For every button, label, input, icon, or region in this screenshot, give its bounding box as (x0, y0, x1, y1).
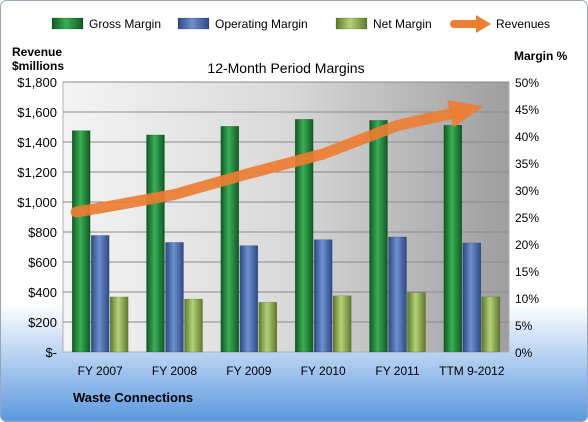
net-margin-bar (407, 292, 426, 353)
right-tick-label: 30% (515, 184, 539, 198)
gross-margin-bar (146, 134, 165, 353)
left-tick-label: $1,400 (17, 135, 57, 150)
category-label: FY 2008 (152, 364, 197, 378)
right-tick-label: 25% (515, 211, 539, 225)
legend-gross-margin-swatch (51, 17, 84, 30)
plot-area (62, 81, 510, 353)
left-tick-label: $1,000 (17, 195, 57, 210)
operating-margin-bar (462, 242, 482, 353)
category-label: TTM 9-2012 (439, 364, 505, 378)
gross-margin-bar (443, 124, 463, 353)
left-tick-label: $- (45, 345, 57, 360)
gross-margin-bar (220, 126, 240, 353)
left-tick-label: $200 (28, 315, 57, 330)
gridlines (63, 81, 509, 323)
legend-revenues-label: Revenues (496, 17, 550, 31)
left-tick-label: $800 (28, 225, 57, 240)
right-tick-label: 0% (515, 346, 533, 360)
right-tick-label: 50% (515, 76, 539, 90)
operating-margin-bar (239, 245, 259, 353)
operating-margin-bar (165, 242, 184, 353)
legend-revenues-arrow (476, 15, 491, 33)
category-label: FY 2010 (301, 364, 346, 378)
net-margin-bar (481, 296, 501, 353)
left-tick-label: $400 (28, 285, 57, 300)
operating-margin-bar (313, 239, 333, 353)
right-tick-label: 45% (515, 103, 539, 117)
right-axis-title: Margin % (514, 49, 568, 63)
left-axis-title-line1: Revenue (12, 45, 62, 59)
gross-margin-bar (369, 120, 388, 353)
legend-operating-margin-label: Operating Margin (215, 17, 308, 31)
revenues-arrowhead (447, 100, 484, 128)
category-label: FY 2007 (78, 364, 123, 378)
right-tick-label: 40% (515, 130, 539, 144)
right-tick-label: 15% (515, 265, 539, 279)
left-axis-ticks: $- $200 $400 $600 $800 $1,000 $1,200 $1,400 $1,6… (17, 75, 57, 360)
operating-margin-bar (388, 236, 407, 353)
right-tick-label: 35% (515, 157, 539, 171)
right-axis-ticks: 0% 5% 10% 15% 20% 25% 30% 35% 40% 45% 50% (515, 76, 539, 360)
left-tick-label: $1,800 (17, 75, 57, 90)
revenues-line (70, 106, 464, 218)
net-margin-bar (109, 296, 129, 353)
legend-gross-margin-label: Gross Margin (89, 17, 161, 31)
net-margin-bar (184, 298, 203, 353)
net-margin-bar (332, 295, 352, 353)
left-tick-label: $1,200 (17, 165, 57, 180)
category-axis: FY 2007 FY 2008 FY 2009 FY 2010 FY 2011 TTM 9… (78, 364, 505, 378)
legend-operating-margin-swatch (177, 17, 210, 30)
left-tick-label: $1,600 (17, 105, 57, 120)
category-label: FY 2011 (375, 364, 420, 378)
left-axis-title-line2: $millions (12, 59, 64, 73)
operating-margin-bar (90, 235, 110, 353)
company-name: Waste Connections (73, 390, 193, 405)
net-margin-bar (258, 302, 278, 353)
legend: Gross Margin Operating Margin Net Margin Re… (51, 15, 550, 33)
legend-net-margin-label: Net Margin (373, 17, 432, 31)
gross-margin-bar (71, 130, 91, 353)
revenue-layer (70, 100, 484, 218)
category-label: FY 2009 (226, 364, 271, 378)
gross-margin-bar (294, 119, 314, 353)
right-tick-label: 10% (515, 292, 539, 306)
right-tick-label: 20% (515, 238, 539, 252)
legend-net-margin-swatch (335, 17, 368, 30)
left-tick-label: $600 (28, 255, 57, 270)
right-tick-label: 5% (515, 319, 533, 333)
chart-title: 12-Month Period Margins (207, 60, 364, 76)
